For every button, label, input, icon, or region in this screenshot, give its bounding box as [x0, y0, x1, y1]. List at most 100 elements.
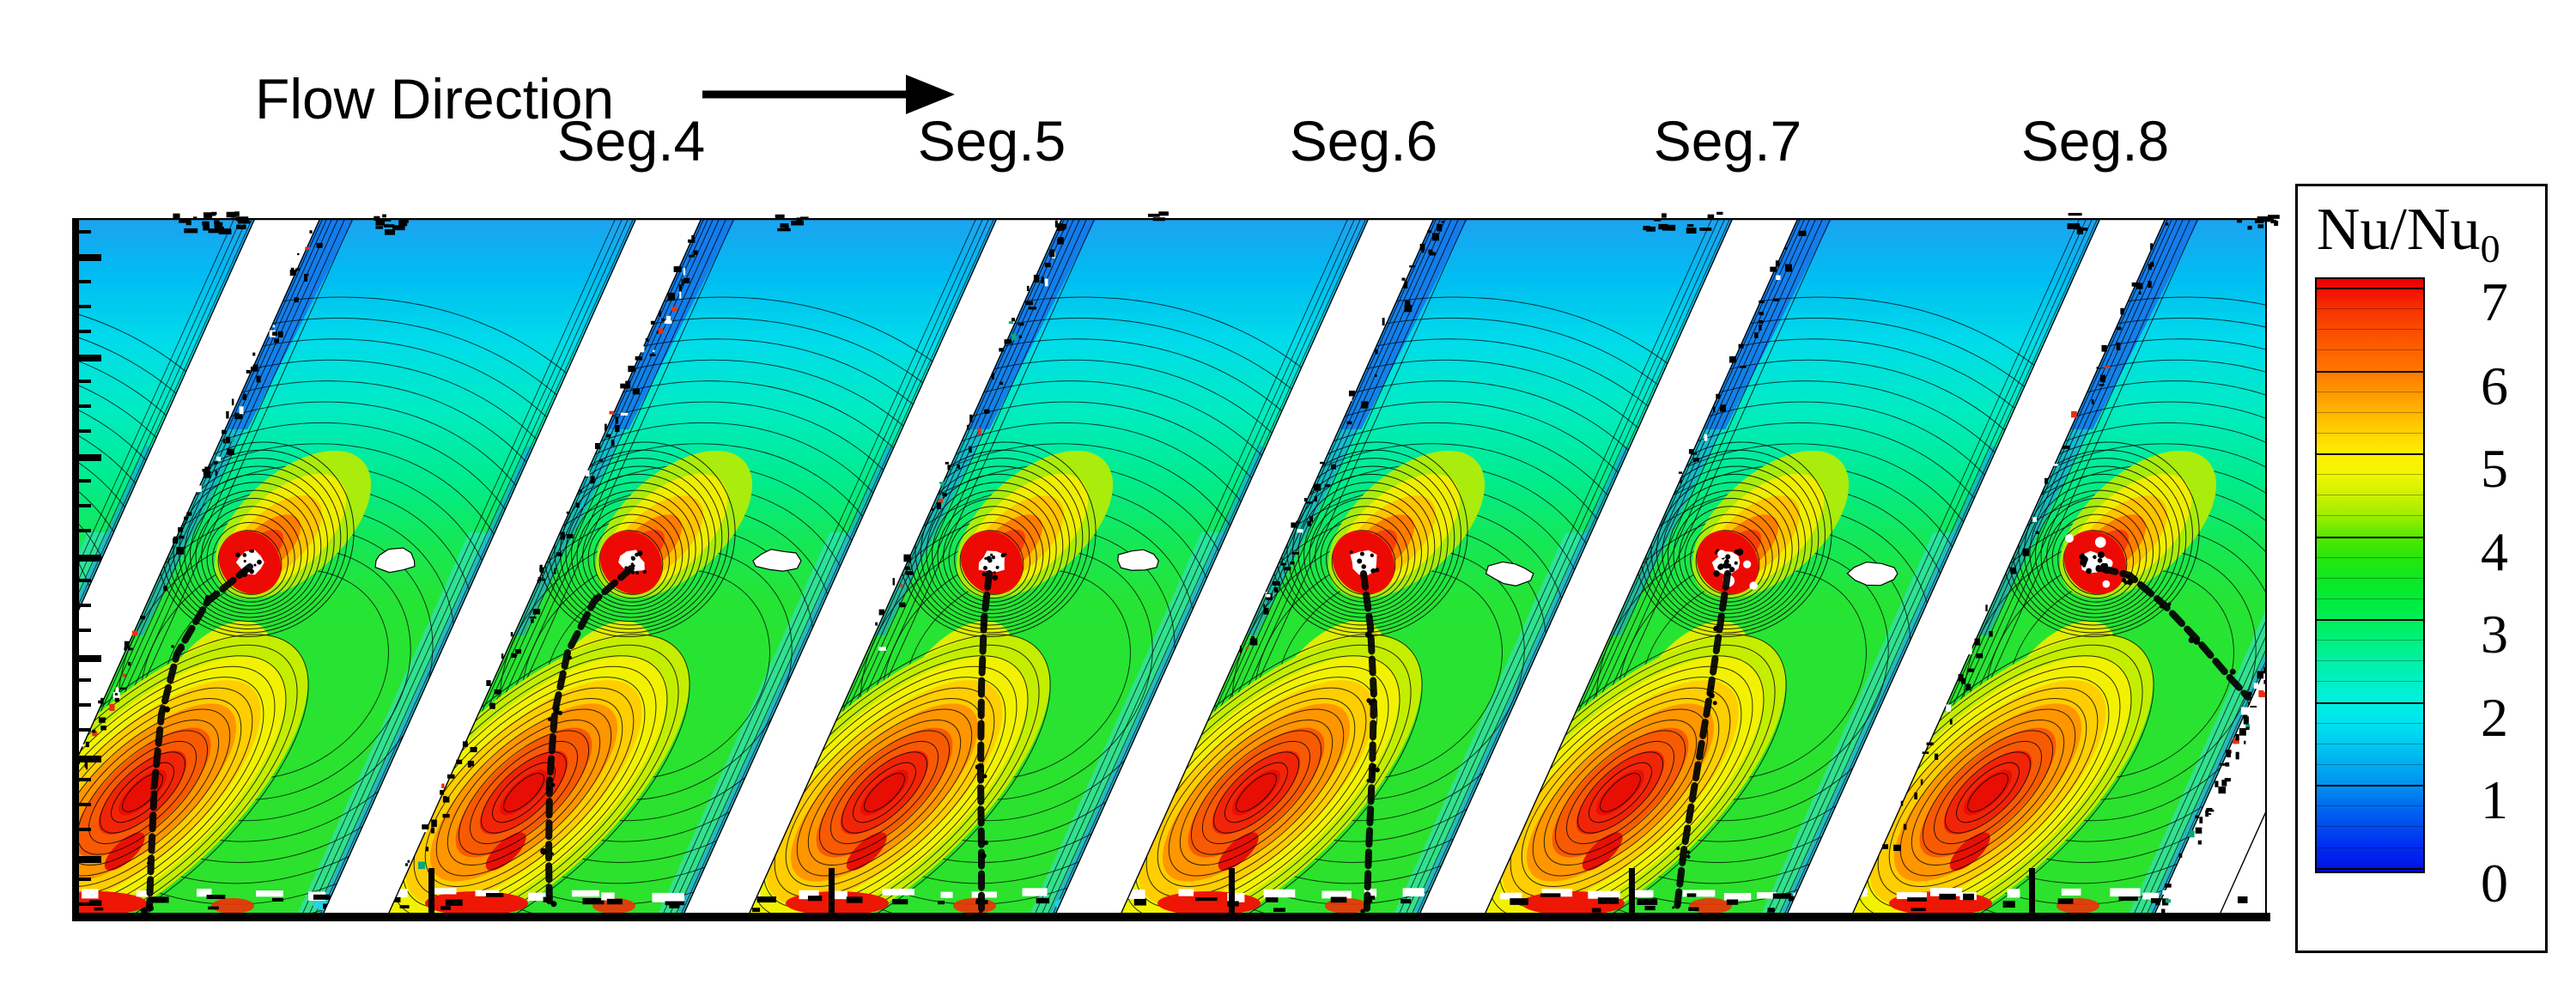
colorbar-title-text: Nu/Nu — [2317, 197, 2481, 263]
axis-minor-tick — [79, 604, 91, 607]
impingement-spot — [897, 441, 1114, 638]
colorbar-substep-line — [2317, 411, 2423, 413]
colorbar-tick-label: 0 — [2481, 853, 2508, 914]
axis-minor-tick — [79, 230, 91, 234]
colorbar-level-line — [2315, 371, 2425, 373]
colorbar-substep-line — [2317, 826, 2423, 828]
segment-label: Seg.7 — [1653, 109, 1802, 173]
hot-blob — [1485, 634, 1787, 913]
axis-minor-tick — [79, 529, 91, 532]
ribs — [77, 218, 2267, 913]
data-hole-island — [374, 547, 416, 574]
colorbar-tick-label: 5 — [2481, 438, 2508, 499]
colorbar-substep-line — [2317, 577, 2423, 579]
rib — [683, 218, 1062, 913]
rib — [1787, 218, 2166, 913]
axis-major-tick — [79, 756, 101, 762]
colorbar-substep-line — [2317, 805, 2423, 807]
colorbar-title-subscript: 0 — [2480, 227, 2500, 270]
colorbar-level-line — [2315, 702, 2425, 704]
axis-minor-tick — [79, 728, 91, 732]
colorbar-substep-line — [2317, 763, 2423, 765]
segment-label: Seg.6 — [1289, 109, 1438, 173]
axis-major-tick — [79, 454, 101, 461]
impingement-spot — [2001, 441, 2217, 638]
jet-trajectory — [2099, 565, 2251, 701]
colorbar-substep-line — [2317, 681, 2423, 683]
rib — [1419, 218, 1798, 913]
colorbar-title: Nu/Nu0 — [2317, 197, 2500, 269]
colorbar-tick-label: 1 — [2481, 769, 2508, 830]
data-hole-island — [1485, 561, 1534, 586]
rib — [323, 218, 702, 913]
axis-major-tick — [1229, 868, 1235, 913]
segment-label: Seg.5 — [917, 109, 1066, 173]
axis-minor-tick — [79, 479, 91, 483]
axis-minor-tick — [79, 280, 91, 283]
axis-minor-tick — [79, 703, 91, 707]
jet-trajectories — [141, 562, 2252, 913]
colorbar-substep-line — [2317, 474, 2423, 476]
data-hole-island — [752, 549, 802, 572]
axis-minor-tick — [79, 878, 91, 881]
axis-major-tick — [79, 555, 101, 562]
axis-minor-tick — [79, 330, 91, 333]
colorbar-substep-line — [2317, 515, 2423, 517]
colorbar-substep-line — [2317, 660, 2423, 662]
colorbar-tick-label: 4 — [2481, 521, 2508, 582]
axis-minor-tick — [79, 579, 91, 582]
colorbar-tick-label: 3 — [2481, 604, 2508, 665]
colorbar-tick-label: 6 — [2481, 355, 2508, 416]
axis-minor-tick — [79, 778, 91, 781]
colorbar-substep-line — [2317, 432, 2423, 434]
impingement-spot — [155, 441, 372, 638]
axis-minor-tick — [79, 429, 91, 433]
rib — [1055, 218, 1434, 913]
colorbar-substep-line — [2317, 308, 2423, 310]
colorbar-level-line — [2315, 288, 2425, 289]
colorbar-substep-line — [2317, 556, 2423, 558]
axis-minor-tick — [79, 404, 91, 408]
colorbar-substep-line — [2317, 847, 2423, 848]
colorbar-level-line — [2315, 785, 2425, 787]
segment-label: Seg.4 — [556, 109, 706, 173]
jet-trajectory — [146, 563, 253, 912]
axis-major-tick — [829, 868, 835, 913]
flow-direction-arrow-icon — [702, 75, 955, 114]
axis-minor-tick — [79, 678, 91, 682]
segment-region — [1121, 218, 1733, 913]
axis-major-tick — [79, 254, 101, 261]
axis-minor-tick — [79, 380, 91, 383]
jet-trajectory — [977, 570, 993, 912]
axis-major-tick — [79, 655, 101, 662]
axis-major-tick — [1629, 868, 1635, 913]
bottom-axis — [72, 868, 2270, 921]
colorbar-tick-label: 7 — [2481, 271, 2508, 332]
colorbar-level-line — [2315, 868, 2425, 870]
hot-blob — [749, 634, 1051, 913]
colorbar-level-line — [2315, 619, 2425, 621]
axis-minor-tick — [79, 803, 91, 806]
colorbar-tick-label: 2 — [2481, 687, 2508, 748]
impingement-spot — [537, 441, 753, 638]
axis-minor-tick — [79, 629, 91, 632]
axis-minor-tick — [79, 828, 91, 831]
jet-trajectory — [1360, 570, 1377, 912]
jet-trajectory — [1674, 570, 1731, 912]
axis-minor-tick — [79, 902, 91, 906]
hot-blob — [388, 634, 690, 913]
rib-edge-speckles — [77, 220, 2267, 913]
axis-minor-tick — [79, 504, 91, 507]
colorbar-substep-line — [2317, 598, 2423, 599]
colorbar-substep-line — [2317, 329, 2423, 331]
axis-minor-tick — [79, 305, 91, 308]
colorbar-substep-line — [2317, 640, 2423, 641]
axis-major-tick — [79, 856, 101, 863]
hot-blob — [1121, 634, 1423, 913]
axis-major-tick — [79, 355, 101, 361]
axis-major-tick — [2029, 868, 2035, 913]
colorbar-gradient — [2315, 277, 2425, 873]
top-edge-noise — [173, 211, 2280, 235]
